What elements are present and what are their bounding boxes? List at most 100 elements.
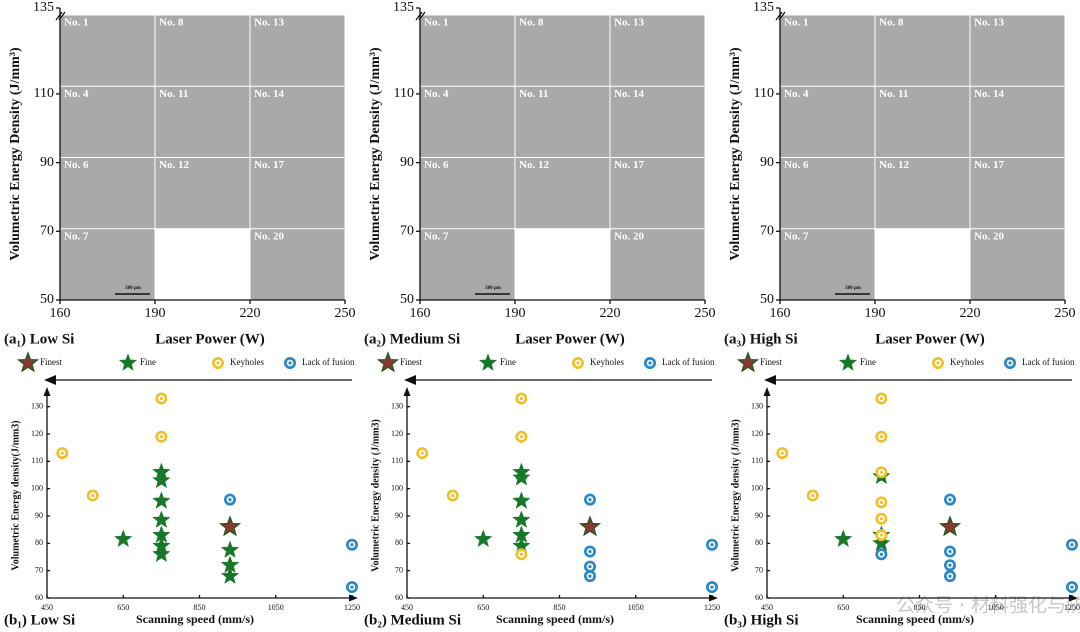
tile-label: No. 8 — [159, 17, 184, 29]
marker — [152, 470, 171, 489]
dot-core — [811, 493, 815, 498]
marker — [1004, 357, 1016, 369]
tile-label: No. 20 — [974, 230, 1004, 242]
y-tick-label: 50 — [40, 292, 54, 307]
x-tick-label: 1050 — [268, 603, 284, 612]
x-tick-label: 220 — [240, 306, 261, 321]
x-tick-label: 250 — [695, 306, 716, 321]
marker — [224, 493, 236, 506]
x-axis-title: Scanning speed (mm/s) — [496, 612, 614, 626]
legend-label: Keyholes — [590, 357, 624, 367]
y-tick-label: 70 — [35, 565, 43, 574]
marker — [932, 357, 944, 369]
marker — [944, 545, 956, 558]
legend-label: Fine — [140, 357, 156, 367]
micrograph-tile — [155, 15, 250, 86]
y-axis-title: Volumetric Energy Density (J/mm³) — [8, 47, 23, 261]
dot-core — [228, 498, 232, 502]
marker — [474, 529, 493, 548]
dot-core — [159, 435, 163, 439]
y-tick-label: 120 — [31, 429, 43, 438]
panel-label: (a₁) Low Si — [4, 331, 74, 347]
marker — [212, 357, 224, 369]
dot-core — [879, 517, 883, 521]
micrograph-tile — [610, 229, 705, 300]
marker — [155, 430, 168, 443]
micrograph-tile — [420, 229, 515, 300]
tile-label: No. 17 — [254, 159, 284, 171]
dot-core — [159, 396, 163, 401]
dot-core — [288, 361, 292, 365]
marker — [875, 430, 888, 443]
marker — [346, 538, 358, 551]
micrograph-tile — [875, 15, 970, 86]
panel-label: (b₁) Low Si — [4, 612, 75, 628]
y-tick-label: 135 — [753, 0, 774, 15]
dot-core — [879, 470, 883, 474]
marker — [515, 392, 528, 405]
y-tick-label: 130 — [31, 401, 43, 410]
micrograph-tile — [875, 158, 970, 229]
micrograph-tile — [970, 158, 1065, 229]
tile-label: No. 14 — [254, 88, 284, 100]
marker — [155, 392, 168, 405]
marker — [875, 392, 888, 405]
marker — [875, 496, 888, 509]
legend-label: Fine — [860, 357, 876, 367]
y-tick-label: 130 — [751, 401, 763, 410]
dot-core — [948, 563, 952, 567]
marker — [776, 447, 789, 460]
x-tick-label: 1250 — [344, 603, 360, 612]
legend-label: Finest — [400, 357, 423, 367]
x-tick-label: 190 — [505, 306, 526, 321]
marker — [706, 581, 718, 594]
star — [152, 491, 171, 509]
y-tick-label: 70 — [400, 224, 414, 239]
micrograph-tile — [515, 158, 610, 229]
y-tick-label: 135 — [33, 0, 54, 15]
x-arrowhead — [1069, 594, 1078, 602]
legend-label: Lack of fusion — [1022, 357, 1075, 367]
marker — [584, 570, 596, 583]
x-axis-title: Laser Power (W) — [515, 331, 624, 347]
y-axis-title: Volumetric Energy Density (J/mm³) — [728, 47, 743, 261]
marker — [515, 548, 528, 561]
star — [578, 515, 602, 537]
marker — [218, 515, 242, 537]
scale-bar-label: 500 μm — [125, 286, 142, 291]
marker — [346, 581, 358, 594]
micrograph-tile — [250, 229, 345, 300]
dot-core — [350, 543, 354, 547]
star — [736, 351, 760, 373]
star — [478, 353, 498, 371]
marker — [584, 493, 596, 506]
y-tick-label: 50 — [400, 292, 414, 307]
dot-core — [948, 549, 952, 554]
axis-break — [778, 11, 786, 21]
x-tick-label: 220 — [600, 306, 621, 321]
x-tick-label: 450 — [41, 603, 53, 612]
marker — [875, 529, 888, 542]
x-tick-label: 1250 — [704, 603, 720, 612]
x-tick-label: 450 — [401, 603, 413, 612]
dot-core — [588, 498, 592, 502]
star — [152, 470, 171, 489]
x-tick-label: 220 — [960, 306, 981, 321]
marker — [872, 533, 891, 552]
dot-core — [1008, 361, 1012, 365]
x-tick-label: 1250 — [1064, 603, 1080, 612]
micrograph-tile — [60, 86, 155, 157]
tile-label: No. 1 — [64, 17, 88, 29]
micrograph-tile — [250, 158, 345, 229]
micrograph-tile — [970, 15, 1065, 86]
y-axis-title: Volumetric Energy density (J/mm3) — [370, 419, 381, 572]
dot-core — [588, 574, 592, 578]
tile-label: No. 4 — [424, 88, 449, 100]
marker — [515, 430, 528, 443]
star — [376, 351, 400, 373]
tile-label: No. 8 — [519, 17, 544, 29]
micrograph-tile — [515, 86, 610, 157]
legend-label: Lack of fusion — [302, 357, 355, 367]
tile-label: No. 17 — [974, 159, 1004, 171]
marker — [16, 351, 40, 373]
